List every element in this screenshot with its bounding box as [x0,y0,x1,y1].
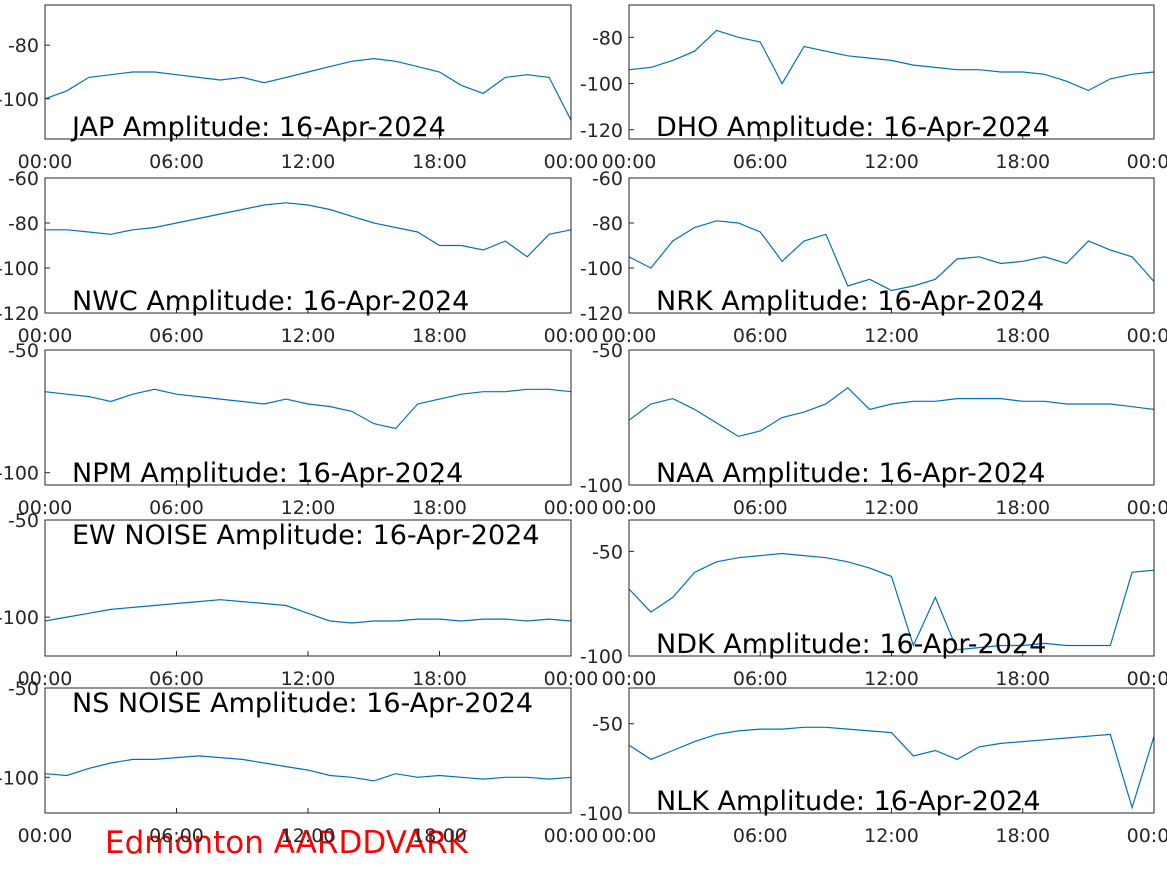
x-tick-label: 12:00 [281,497,336,519]
x-tick-label: 06:00 [149,668,204,690]
y-tick-label: -100 [0,89,39,111]
x-tick-label: 18:00 [995,668,1050,690]
amplitude-line [44,755,572,782]
x-tick-label: 06:00 [733,325,788,347]
x-tick-label: 12:00 [864,497,919,519]
panel-title: NWC Amplitude: 16-Apr-2024 [72,286,469,317]
x-tick-label: 18:00 [995,497,1050,519]
x-tick-label: 00:00 [602,668,657,690]
x-tick-label: 18:00 [995,825,1050,847]
y-tick-label: -100 [580,803,623,825]
y-tick-label: -120 [0,303,39,325]
x-tick-label: 18:00 [412,825,467,847]
x-tick-label: 00:00 [602,151,657,173]
x-tick-label: 06:00 [733,151,788,173]
y-tick-label: -100 [0,767,39,789]
y-tick-label: -80 [592,27,623,49]
panel-title: NAA Amplitude: 16-Apr-2024 [656,458,1045,489]
panel-title: NLK Amplitude: 16-Apr-2024 [656,786,1041,817]
x-tick-label: 18:00 [412,497,467,519]
x-tick-label: 00:00 [544,325,599,347]
x-tick-label: 12:00 [281,825,336,847]
x-tick-label: 00:00 [1127,151,1167,173]
x-tick-label: 00:00 [1127,825,1167,847]
x-tick-label: 00:00 [18,325,73,347]
panel-title: NDK Amplitude: 16-Apr-2024 [656,629,1046,660]
panel-title: NRK Amplitude: 16-Apr-2024 [656,286,1044,317]
x-tick-label: 18:00 [412,325,467,347]
amplitude-line [44,388,572,430]
figure-title: Edmonton AARDDVARK [105,825,469,861]
x-tick-label: 12:00 [281,668,336,690]
y-tick-label: -120 [580,120,623,142]
x-tick-label: 00:00 [18,825,73,847]
x-tick-label: 00:00 [18,497,73,519]
x-tick-label: 18:00 [412,668,467,690]
x-tick-label: 00:00 [602,825,657,847]
panel-title: NPM Amplitude: 16-Apr-2024 [72,458,463,489]
y-tick-label: -60 [8,168,39,190]
y-tick-label: -80 [8,35,39,57]
amplitude-line [45,202,572,258]
amplitude-line [628,29,1155,92]
x-tick-label: 06:00 [149,151,204,173]
y-tick-label: -50 [8,510,39,532]
amplitude-line [628,726,1155,810]
amplitude-line [628,387,1155,438]
x-tick-label: 00:00 [544,497,599,519]
x-tick-label: 18:00 [995,325,1050,347]
x-tick-label: 00:00 [544,825,599,847]
x-tick-label: 00:00 [1127,668,1167,690]
x-tick-label: 00:00 [544,668,599,690]
x-tick-label: 00:00 [544,151,599,173]
x-tick-label: 00:00 [602,325,657,347]
y-tick-label: -120 [580,303,623,325]
y-tick-label: -100 [0,607,39,629]
panel-title: JAP Amplitude: 16-Apr-2024 [70,112,446,143]
x-tick-label: 12:00 [864,151,919,173]
x-tick-label: 06:00 [149,325,204,347]
y-tick-label: -100 [0,258,39,280]
amplitude-line [44,57,572,121]
x-tick-label: 00:00 [18,668,73,690]
y-tick-label: -50 [592,714,623,736]
y-tick-label: -50 [8,678,39,700]
y-tick-label: -100 [580,74,623,96]
y-tick-label: -50 [8,340,39,362]
x-tick-label: 12:00 [281,151,336,173]
x-tick-label: 06:00 [733,668,788,690]
x-tick-label: 06:00 [733,825,788,847]
x-tick-label: 12:00 [864,325,919,347]
y-tick-label: -80 [592,213,623,235]
x-tick-label: 12:00 [864,825,919,847]
y-tick-label: -100 [580,258,623,280]
y-tick-label: -100 [0,463,39,485]
y-tick-label: -60 [592,168,623,190]
y-tick-label: -80 [8,213,39,235]
y-tick-label: -50 [592,541,623,563]
x-tick-label: 12:00 [864,668,919,690]
panel-title: DHO Amplitude: 16-Apr-2024 [656,112,1050,143]
x-tick-label: 18:00 [995,151,1050,173]
x-tick-label: 12:00 [281,325,336,347]
y-tick-label: -50 [592,340,623,362]
x-tick-label: 00:00 [18,151,73,173]
x-tick-label: 00:00 [1127,497,1167,519]
y-tick-label: -100 [580,475,623,497]
amplitude-line [44,599,572,624]
y-tick-label: -100 [580,646,623,668]
x-tick-label: 18:00 [412,151,467,173]
x-tick-label: 06:00 [733,497,788,519]
panel-title: EW NOISE Amplitude: 16-Apr-2024 [72,520,540,551]
x-tick-label: 06:00 [149,497,204,519]
amplitude-line [628,220,1155,292]
panel-title: NS NOISE Amplitude: 16-Apr-2024 [72,688,533,719]
x-tick-label: 00:00 [1127,325,1167,347]
x-tick-label: 00:00 [602,497,657,519]
x-tick-label: 06:00 [149,825,204,847]
amplitude-line [628,552,1155,651]
